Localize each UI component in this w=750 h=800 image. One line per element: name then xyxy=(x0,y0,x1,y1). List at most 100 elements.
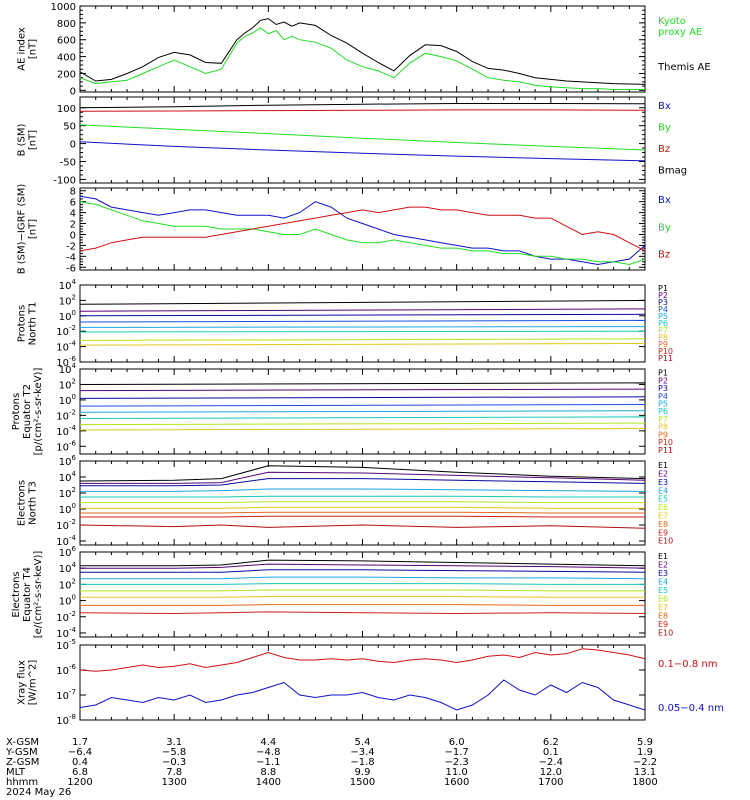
legend-entry: P3 xyxy=(658,298,668,307)
y-tick-label: 10-6 xyxy=(56,355,76,369)
legend-entry: P11 xyxy=(658,446,673,455)
y-tick-label: 100 xyxy=(59,309,76,323)
x-tick-value-hhmm: 1400 xyxy=(256,777,281,788)
legend-entry: P9 xyxy=(658,430,668,439)
y-tick-base: 10 xyxy=(56,358,69,369)
y-tick-label: 104 xyxy=(59,470,77,484)
y-tick-exponent: 6 xyxy=(72,454,77,462)
series-line-e7 xyxy=(80,596,645,598)
legend-entry: P5 xyxy=(658,312,668,321)
x-tick-value-mlt: 6.8 xyxy=(72,767,88,778)
series-line-e7 xyxy=(80,506,645,509)
y-tick-exponent: 2 xyxy=(72,486,76,494)
x-tick-value-hhmm: 1300 xyxy=(161,777,186,788)
y-tick-exponent: 2 xyxy=(72,577,76,585)
y-tick-exponent: -5 xyxy=(69,638,76,646)
legend-entry: E3 xyxy=(658,478,668,487)
series-line-p5 xyxy=(80,326,645,328)
legend-entry: P3 xyxy=(658,384,668,393)
series-line-p1 xyxy=(80,382,645,385)
y-tick-base: 10 xyxy=(59,396,72,407)
y-tick-exponent: -4 xyxy=(69,424,77,432)
legend-entry: E10 xyxy=(658,537,673,546)
legend-entry: E1 xyxy=(658,552,668,561)
x-tick-value-zgsm: −2.3 xyxy=(445,757,469,768)
y-tick-label: 100 xyxy=(59,502,76,516)
y-tick-base: 10 xyxy=(59,597,72,608)
y-tick-base: 10 xyxy=(56,629,69,640)
y-tick-label: 106 xyxy=(59,454,77,468)
y-tick-label: 102 xyxy=(59,486,76,500)
legend-entry: P10 xyxy=(658,438,673,447)
x-tick-value-ygsm: −4.8 xyxy=(256,747,280,758)
y-tick-label: 10-7 xyxy=(56,688,76,702)
x-tick-value-ygsm: 0.1 xyxy=(543,747,559,758)
y-tick-exponent: 4 xyxy=(72,470,77,478)
y-tick-label: 800 xyxy=(57,19,76,30)
legend-entry: P9 xyxy=(658,340,668,349)
y-tick-label: 10-5 xyxy=(56,638,76,652)
y-axis-label: [W/m^2] xyxy=(28,660,39,706)
x-tick-value-xgsm: 6.0 xyxy=(449,737,465,748)
legend-entry: Bx xyxy=(658,101,671,112)
y-tick-base: 10 xyxy=(59,489,72,500)
y-tick-base: 10 xyxy=(56,521,69,532)
y-axis-label: Protons xyxy=(11,393,22,430)
y-tick-label: 10-4 xyxy=(56,340,76,354)
y-tick-exponent: -8 xyxy=(69,713,76,721)
y-tick-label: 8 xyxy=(70,187,76,198)
y-tick-exponent: -2 xyxy=(69,518,76,526)
y-tick-label: 102 xyxy=(59,377,76,391)
series-line-p2 xyxy=(80,308,645,312)
legend-entry: E7 xyxy=(658,603,668,612)
series-line-e1 xyxy=(80,465,645,482)
y-tick-label: 10-4 xyxy=(56,534,76,548)
legend-entry: Bx xyxy=(658,195,671,206)
y-tick-base: 10 xyxy=(59,505,72,516)
series-line-e10 xyxy=(80,524,645,529)
x-tick-value-ygsm: 1.9 xyxy=(637,747,653,758)
x-tick-value-zgsm: 0.4 xyxy=(72,757,88,768)
series-line-p4 xyxy=(80,404,645,407)
y-tick-base: 10 xyxy=(56,427,69,438)
panel-frame xyxy=(79,5,646,93)
y-tick-exponent: 4 xyxy=(72,362,77,370)
series-line-p4 xyxy=(80,319,645,323)
y-tick-label: -4 xyxy=(66,252,76,263)
y-tick-base: 10 xyxy=(59,580,72,591)
series-line-bz xyxy=(80,109,645,112)
legend-entry: E6 xyxy=(658,503,668,512)
y-tick-label: 100 xyxy=(57,104,76,115)
y-tick-label: 10-4 xyxy=(56,424,76,438)
legend-entry: P6 xyxy=(658,319,668,328)
legend-entry: Themis AE xyxy=(657,62,711,73)
series-line-bmag xyxy=(80,103,645,109)
series-line-p6 xyxy=(80,416,645,419)
legend-entry: P7 xyxy=(658,326,668,335)
y-axis-label: Electrons xyxy=(11,571,22,617)
y-tick-base: 10 xyxy=(59,380,72,391)
y-tick-label: 104 xyxy=(59,561,77,575)
legend-entry: E9 xyxy=(658,528,668,537)
y-tick-label: 0 xyxy=(70,230,76,241)
x-row-label: hhmm xyxy=(6,777,38,788)
panel-frame xyxy=(79,284,646,363)
y-tick-base: 10 xyxy=(56,537,69,548)
date-label: 2024 May 26 xyxy=(6,787,71,798)
y-tick-label: 2 xyxy=(70,220,76,231)
y-tick-label: 400 xyxy=(57,53,76,64)
y-tick-exponent: -2 xyxy=(69,324,76,332)
x-tick-value-mlt: 12.0 xyxy=(540,767,562,778)
y-tick-base: 10 xyxy=(56,641,69,652)
panel-frame xyxy=(79,644,646,721)
x-tick-value-zgsm: −0.3 xyxy=(162,757,186,768)
legend-entry: E8 xyxy=(658,612,668,621)
legend-entry: P4 xyxy=(658,305,668,314)
y-tick-label: 106 xyxy=(59,545,77,559)
series-line-p5 xyxy=(80,410,645,413)
x-row-label: Y-GSM xyxy=(5,747,38,758)
legend-entry: P11 xyxy=(658,354,673,363)
legend-entry: P4 xyxy=(658,392,668,401)
